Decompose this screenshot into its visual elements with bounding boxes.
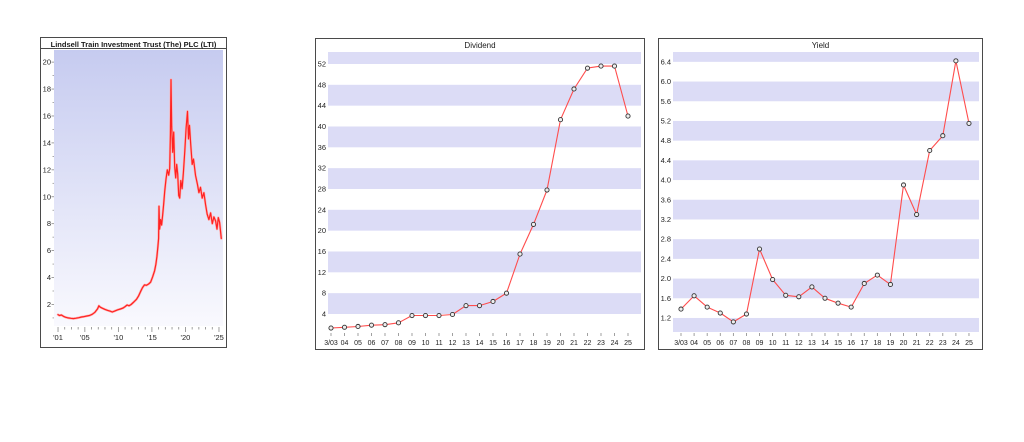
svg-text:12: 12: [43, 165, 51, 174]
svg-text:5.6: 5.6: [661, 97, 671, 106]
svg-text:16: 16: [847, 340, 855, 347]
svg-text:4.4: 4.4: [661, 156, 671, 165]
svg-text:04: 04: [690, 340, 698, 347]
svg-text:4: 4: [47, 273, 51, 282]
svg-text:4.8: 4.8: [661, 136, 671, 145]
svg-text:17: 17: [516, 340, 524, 347]
svg-text:05: 05: [354, 340, 362, 347]
svg-text:09: 09: [756, 340, 764, 347]
svg-text:44: 44: [318, 101, 326, 110]
svg-text:20: 20: [557, 340, 565, 347]
svg-text:48: 48: [318, 80, 326, 89]
svg-text:16: 16: [43, 111, 51, 120]
svg-text:05: 05: [703, 340, 711, 347]
svg-text:08: 08: [743, 340, 751, 347]
svg-text:13: 13: [462, 340, 470, 347]
svg-text:21: 21: [913, 340, 921, 347]
svg-text:16: 16: [318, 247, 326, 256]
price-chart-panel: Lindsell Train Investment Trust (The) PL…: [40, 37, 227, 348]
svg-text:19: 19: [543, 340, 551, 347]
price-chart-title: Lindsell Train Investment Trust (The) PL…: [41, 38, 226, 49]
svg-text:11: 11: [435, 340, 442, 347]
svg-text:15: 15: [489, 340, 497, 347]
svg-text:'20: '20: [181, 333, 191, 342]
svg-text:23: 23: [939, 340, 947, 347]
svg-text:18: 18: [873, 340, 881, 347]
yield-chart-panel: Yield 1.2 1.6 2.0 2.4 2.8 3.2 3.6 4.0 4.4 4.8 5.2 5…: [658, 38, 983, 350]
svg-text:07: 07: [381, 340, 389, 347]
svg-text:2.4: 2.4: [661, 254, 671, 263]
svg-text:52: 52: [318, 59, 326, 68]
svg-text:20: 20: [900, 340, 908, 347]
svg-text:40: 40: [318, 122, 326, 131]
svg-text:20: 20: [318, 226, 326, 235]
svg-text:17: 17: [860, 340, 868, 347]
svg-text:22: 22: [926, 340, 934, 347]
svg-text:07: 07: [729, 340, 737, 347]
svg-text:32: 32: [318, 164, 326, 173]
svg-text:2.8: 2.8: [661, 235, 671, 244]
svg-text:16: 16: [503, 340, 511, 347]
svg-text:06: 06: [716, 340, 724, 347]
yield-chart-canvas: 1.2 1.6 2.0 2.4 2.8 3.2 3.6 4.0 4.4 4.8 5.2 5.6 6.0 6…: [661, 52, 979, 347]
svg-text:24: 24: [952, 340, 960, 347]
svg-text:23: 23: [597, 340, 605, 347]
svg-text:12: 12: [795, 340, 803, 347]
svg-text:18: 18: [530, 340, 538, 347]
svg-text:10: 10: [422, 340, 430, 347]
svg-text:8: 8: [322, 289, 326, 298]
svg-text:6: 6: [47, 246, 51, 255]
dividend-chart-panel: Dividend 4 8 12 16 20 24 28 32 36 40 44 48 52 3/03 04 0…: [315, 38, 645, 350]
svg-text:'15: '15: [147, 333, 157, 342]
svg-text:'25: '25: [214, 333, 224, 342]
svg-text:10: 10: [769, 340, 777, 347]
svg-text:6.4: 6.4: [661, 57, 671, 66]
svg-text:25: 25: [965, 340, 973, 347]
svg-text:1.2: 1.2: [661, 313, 671, 322]
svg-text:6.0: 6.0: [661, 77, 671, 86]
svg-text:3/03: 3/03: [674, 340, 688, 347]
svg-text:12: 12: [449, 340, 457, 347]
svg-text:2.0: 2.0: [661, 274, 671, 283]
svg-text:21: 21: [570, 340, 578, 347]
svg-text:'05: '05: [80, 333, 90, 342]
dividend-chart-title: Dividend: [464, 41, 496, 50]
svg-text:3.2: 3.2: [661, 215, 671, 224]
svg-text:18: 18: [43, 85, 51, 94]
svg-text:2: 2: [47, 300, 51, 309]
svg-text:3/03: 3/03: [324, 340, 338, 347]
svg-text:06: 06: [368, 340, 376, 347]
svg-text:10: 10: [43, 192, 51, 201]
svg-text:28: 28: [318, 184, 326, 193]
svg-text:13: 13: [808, 340, 816, 347]
svg-text:15: 15: [834, 340, 842, 347]
svg-text:14: 14: [43, 138, 51, 147]
svg-text:5.2: 5.2: [661, 116, 671, 125]
svg-text:24: 24: [318, 205, 326, 214]
svg-text:04: 04: [341, 340, 349, 347]
svg-text:19: 19: [887, 340, 895, 347]
svg-text:36: 36: [318, 143, 326, 152]
svg-text:4.0: 4.0: [661, 176, 671, 185]
yield-chart-title: Yield: [811, 41, 830, 50]
svg-text:14: 14: [476, 340, 484, 347]
price-chart-canvas: 2 4 6 8 10 12 14 16 18 20 '01 '05 '10 '15 '20 '25: [43, 50, 224, 342]
svg-text:3.6: 3.6: [661, 195, 671, 204]
svg-text:4: 4: [322, 309, 326, 318]
svg-text:14: 14: [821, 340, 829, 347]
svg-text:25: 25: [624, 340, 632, 347]
svg-text:11: 11: [782, 340, 789, 347]
svg-text:09: 09: [408, 340, 416, 347]
svg-text:12: 12: [318, 268, 326, 277]
svg-text:'01: '01: [53, 333, 63, 342]
svg-text:08: 08: [395, 340, 403, 347]
svg-text:24: 24: [611, 340, 619, 347]
svg-text:'10: '10: [113, 333, 123, 342]
svg-text:1.6: 1.6: [661, 294, 671, 303]
svg-text:20: 20: [43, 58, 51, 67]
svg-text:8: 8: [47, 219, 51, 228]
svg-text:22: 22: [584, 340, 592, 347]
